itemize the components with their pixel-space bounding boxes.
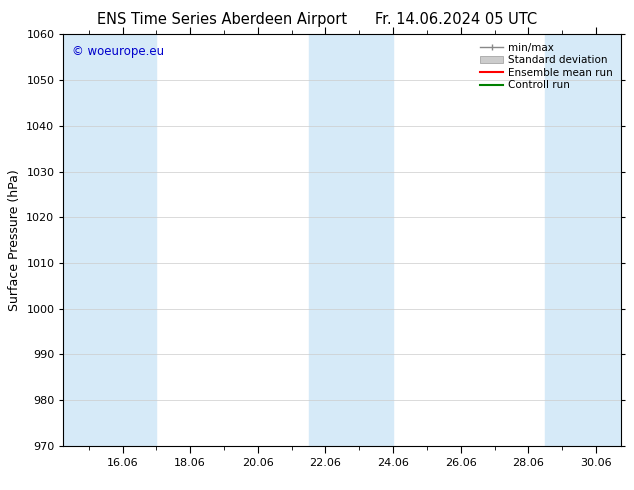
Legend: min/max, Standard deviation, Ensemble mean run, Controll run: min/max, Standard deviation, Ensemble me… [477, 40, 616, 94]
Text: © woeurope.eu: © woeurope.eu [72, 45, 164, 58]
Text: ENS Time Series Aberdeen Airport: ENS Time Series Aberdeen Airport [97, 12, 347, 27]
Bar [309, 34, 393, 446]
Bar [63, 34, 157, 446]
Bar [545, 34, 621, 446]
Text: Fr. 14.06.2024 05 UTC: Fr. 14.06.2024 05 UTC [375, 12, 538, 27]
Y-axis label: Surface Pressure (hPa): Surface Pressure (hPa) [8, 169, 21, 311]
